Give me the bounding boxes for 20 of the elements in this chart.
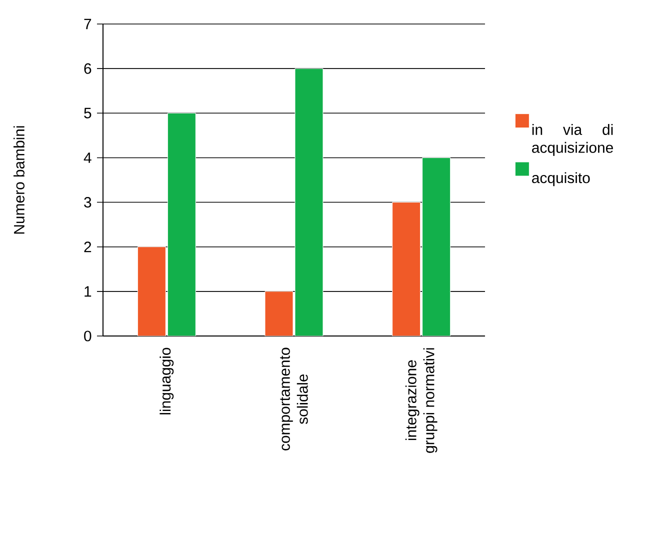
y-tick-label: 1 — [84, 286, 92, 297]
bar — [422, 157, 451, 336]
x-tick-label: linguaggio — [160, 348, 174, 414]
bar — [167, 112, 196, 336]
legend-label: acquisito — [532, 172, 590, 186]
y-tick-label: 4 — [84, 152, 92, 163]
bar — [264, 291, 294, 336]
y-tick-label: 3 — [84, 196, 92, 208]
x-tick-label: integrazione gruppi normativi — [405, 348, 438, 453]
y-tick-label: 2 — [84, 242, 92, 252]
y-tick-label: 6 — [84, 63, 92, 74]
y-tick-label: 0 — [84, 330, 92, 342]
legend-label: in via di acquisizione — [532, 124, 613, 156]
y-tick-label: 7 — [84, 18, 92, 30]
y-tick-label: 5 — [84, 108, 92, 118]
bar — [137, 246, 166, 336]
bar — [392, 202, 421, 336]
bar — [294, 68, 324, 336]
y-axis-title: Numero bambini — [14, 126, 24, 234]
x-tick-label: comportamento solidale — [280, 348, 308, 450]
